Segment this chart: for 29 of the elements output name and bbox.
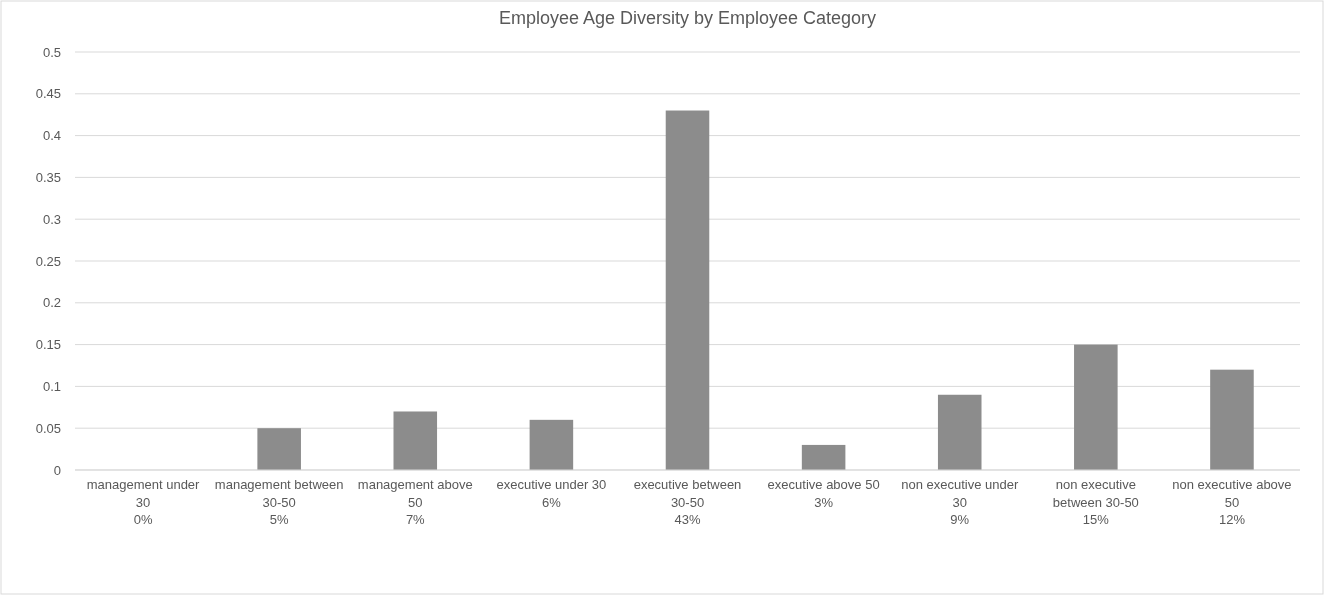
y-tick-label: 0.05 [35, 420, 61, 436]
y-tick-label: 0.25 [35, 253, 61, 269]
chart-title: Employee Age Diversity by Employee Category [498, 8, 877, 28]
bar [393, 411, 438, 470]
x-tick-label: non executive between 30-50 15% [1052, 477, 1139, 528]
bar [665, 110, 710, 470]
x-tick-label: non executive under 30 9% [901, 477, 1019, 528]
bar [529, 419, 574, 470]
x-tick-label: executive under 30 6% [496, 477, 607, 510]
bar [1210, 369, 1254, 470]
x-tick-label: management under 30 0% [86, 477, 201, 528]
bar [801, 444, 846, 470]
bar [937, 394, 982, 470]
x-tick-label: executive between 30-50 43% [633, 477, 742, 528]
x-tick-label: management above 50 7% [357, 477, 473, 528]
y-tick-label: 0.3 [42, 211, 61, 227]
y-tick-label: 0 [53, 462, 61, 478]
x-tick-label: executive above 50 3% [767, 477, 880, 510]
y-tick-label: 0.15 [35, 337, 61, 353]
x-tick-label: non executive above 50 12% [1172, 477, 1292, 528]
y-tick-label: 0.1 [42, 379, 61, 395]
bar [257, 428, 301, 470]
y-tick-label: 0.35 [35, 170, 61, 186]
y-tick-label: 0.2 [42, 295, 61, 311]
bar [1074, 344, 1118, 470]
x-tick-label: management between 30-50 5% [214, 477, 344, 528]
y-tick-label: 0.5 [42, 44, 61, 60]
y-tick-label: 0.4 [42, 128, 61, 144]
y-tick-label: 0.45 [35, 86, 61, 102]
